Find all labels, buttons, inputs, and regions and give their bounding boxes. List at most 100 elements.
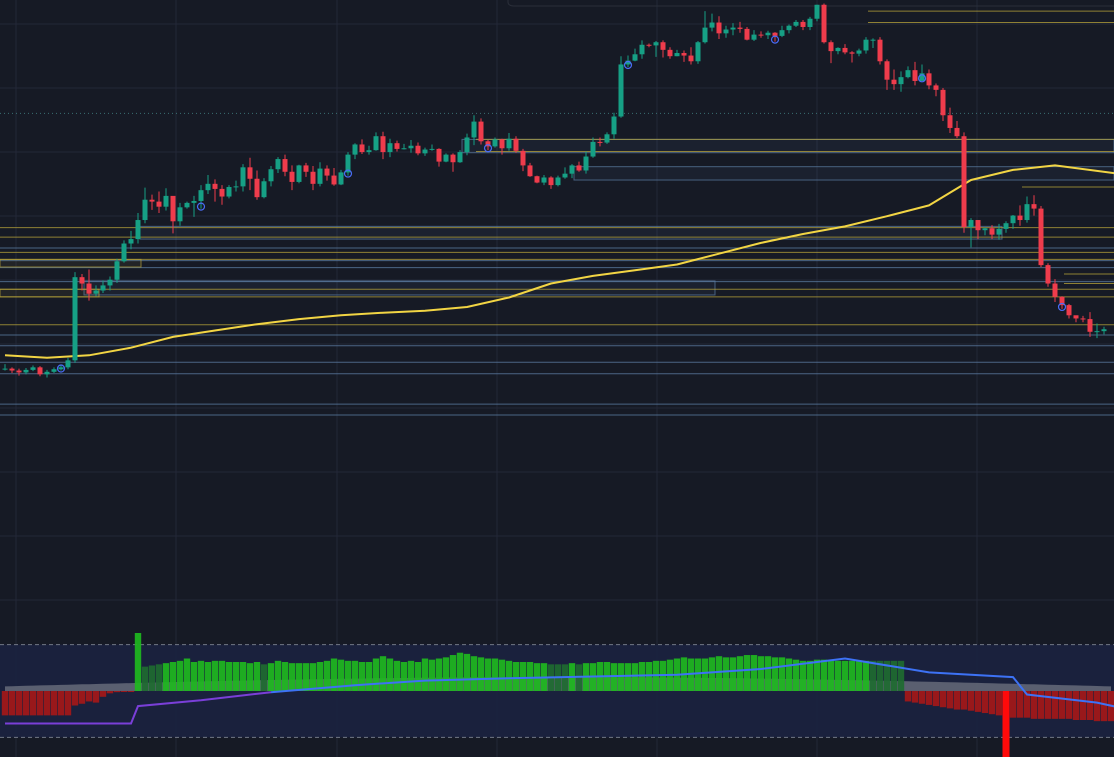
candle [835, 47, 841, 55]
candle [86, 269, 92, 301]
candle-body [135, 220, 141, 240]
candle-body [275, 159, 281, 170]
candle-body [268, 169, 274, 182]
candle [653, 40, 659, 57]
candle [135, 213, 141, 244]
candle-body [9, 368, 15, 371]
candle [170, 195, 176, 234]
candle-body [940, 89, 946, 116]
oscillator-bar [22, 691, 30, 716]
oscillator-bar [253, 662, 261, 691]
candle-body [191, 200, 197, 203]
candle-body [884, 61, 890, 80]
candle [401, 143, 407, 150]
candle-body [219, 188, 225, 197]
candle-body [359, 144, 365, 153]
oscillator-bar [995, 691, 1003, 716]
candle [240, 164, 246, 192]
oscillator-bar [15, 691, 23, 716]
oscillator-bar [1051, 691, 1059, 719]
candle-body [51, 369, 57, 372]
signal-marker [770, 35, 780, 44]
candle [65, 357, 71, 370]
oscillator-bar [106, 691, 114, 694]
candle [163, 188, 169, 211]
candle-body [933, 85, 939, 90]
candle-body [611, 116, 617, 135]
candle-body [562, 173, 568, 178]
candle [786, 24, 792, 34]
oscillator-bar [85, 691, 93, 702]
candle-body [303, 165, 309, 172]
candle [380, 131, 386, 160]
candle-body [639, 44, 645, 55]
candle-body [1066, 305, 1072, 316]
candle [93, 285, 99, 297]
candle [121, 240, 127, 263]
candle-body [86, 283, 92, 294]
yellow-zone-box [0, 258, 142, 268]
candle-body [100, 285, 106, 291]
oscillator-bar [750, 655, 758, 691]
oscillator-bar [890, 660, 898, 691]
oscillator-bar [526, 662, 534, 691]
candle-body [1080, 318, 1086, 320]
oscillator-bar [743, 655, 751, 691]
oscillator-bar [1058, 691, 1066, 719]
oscillator-bar [1065, 691, 1073, 719]
oscillator-bar [953, 691, 961, 710]
oscillator-bar [512, 662, 520, 691]
oscillator-bar [1023, 691, 1031, 718]
oscillator-bar [316, 662, 324, 691]
oscillator-bar [64, 691, 72, 716]
candle [51, 367, 57, 374]
oscillator-bar [274, 660, 282, 691]
candle [16, 368, 22, 376]
candle [660, 40, 666, 58]
candle-body [842, 47, 848, 53]
candle [590, 137, 596, 158]
candle [233, 180, 239, 192]
oscillator-panel[interactable] [0, 633, 1114, 757]
oscillator-bar [50, 691, 58, 716]
oscillator-bar [645, 662, 653, 691]
oscillator-bar [127, 691, 135, 692]
candle [982, 227, 988, 236]
candle [338, 169, 344, 186]
candle [422, 147, 428, 156]
candle-body [282, 159, 288, 172]
candle [800, 20, 806, 31]
candle [324, 165, 330, 181]
candle-body [72, 277, 78, 361]
oscillator-bar [169, 662, 177, 691]
candle-body [779, 30, 785, 36]
oscillator-bar [1030, 691, 1038, 719]
top-toolbar-edge [507, 0, 1114, 7]
candle [359, 139, 365, 154]
signal-marker [917, 74, 927, 83]
oscillator-bar [1016, 691, 1024, 718]
oscillator-bar [372, 658, 380, 691]
candle [506, 133, 512, 151]
candle [744, 26, 750, 41]
candle-body [30, 367, 36, 370]
oscillator-bar [701, 658, 709, 691]
candle [828, 40, 834, 64]
candle [184, 201, 190, 209]
oscillator-bar [8, 691, 16, 716]
candle-body [891, 79, 897, 85]
candle-body [380, 136, 386, 153]
candle-body [450, 154, 456, 163]
oscillator-bar [386, 658, 394, 691]
oscillator-bar [267, 663, 275, 691]
candle-body [296, 165, 302, 182]
candle [772, 32, 778, 42]
oscillator-bar [715, 656, 723, 691]
candle [1066, 303, 1072, 319]
candle [723, 25, 729, 38]
oscillator-bar [1100, 691, 1108, 722]
candle [667, 47, 673, 59]
